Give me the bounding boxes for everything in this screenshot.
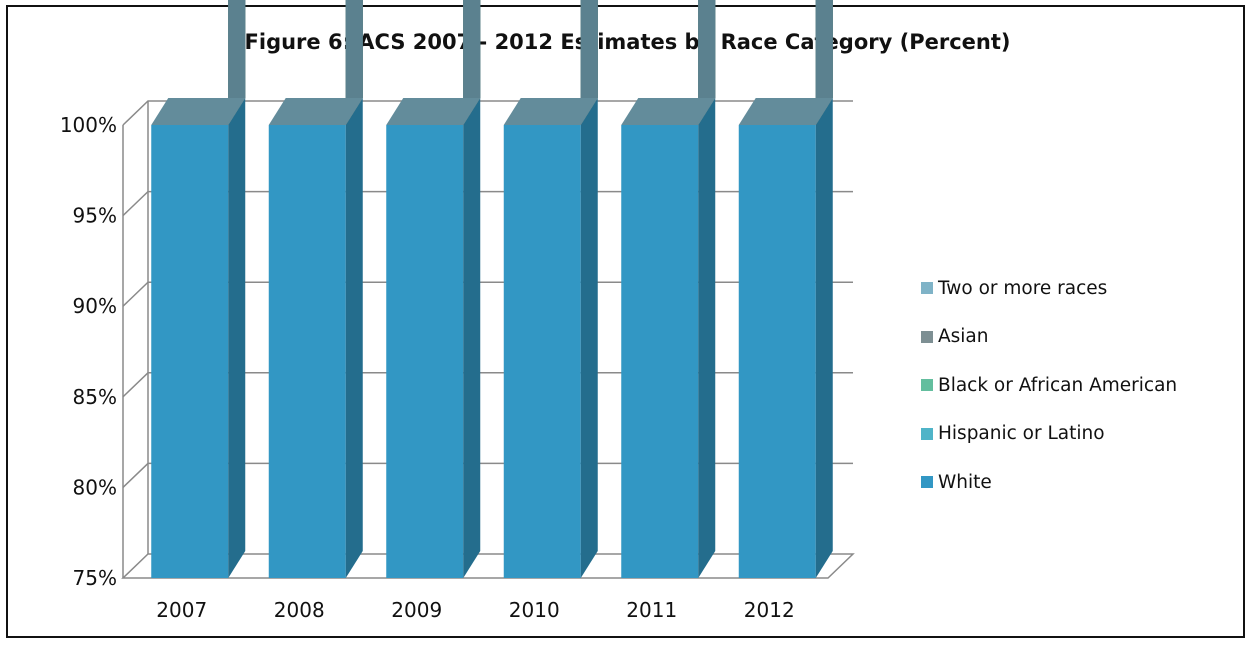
gridline [122, 462, 853, 488]
x-tick-label-2011: 2011 [626, 598, 677, 622]
legend-item-white: White [921, 469, 992, 495]
bar-side-two-or-more-races-2008 [345, 0, 363, 125]
gridline [122, 190, 853, 217]
bar-top-2008 [268, 98, 363, 125]
bar-side-two-or-more-races-2007 [228, 0, 246, 125]
bar-side-white-2011 [698, 98, 716, 578]
bar-stack-2012 [738, 0, 833, 578]
gridline [122, 100, 853, 126]
bar-segment-white-2010 [503, 125, 581, 578]
gridline [122, 372, 853, 398]
y-tick-label: 80% [73, 475, 117, 499]
bar-segment-white-2007 [151, 125, 229, 578]
legend-item-hispanic-or-latino: Hispanic or Latino [921, 421, 1105, 447]
bar-top-2009 [386, 98, 481, 125]
bar-segment-white-2011 [621, 125, 699, 578]
legend-item-asian: Asian [921, 324, 989, 350]
legend-label: Hispanic or Latino [938, 423, 1105, 444]
bar-side-white-2009 [463, 98, 481, 578]
bar-top-2010 [503, 98, 598, 125]
legend-swatch [921, 427, 933, 440]
bar-top-2011 [621, 98, 716, 125]
bar-segment-white-2008 [268, 125, 346, 578]
bar-side-two-or-more-races-2011 [698, 0, 716, 125]
bar-side-white-2007 [228, 98, 246, 578]
bar-segment-white-2012 [738, 125, 816, 578]
bar-side-white-2012 [815, 98, 833, 578]
legend-label: Two or more races [938, 277, 1108, 299]
y-tick-label: 75% [73, 566, 117, 590]
bar-top-2007 [151, 98, 246, 125]
x-tick-label-2009: 2009 [391, 598, 442, 622]
chart-title: Figure 6: ACS 2007 - 2012 Estimates by R… [244, 30, 1011, 54]
y-tick-label: 85% [73, 385, 117, 409]
bar-side-two-or-more-races-2010 [580, 0, 598, 125]
y-tick-label: 90% [73, 294, 117, 318]
bar-side-white-2008 [345, 98, 363, 578]
legend-item-black-or-african-american: Black or African American [921, 372, 1177, 398]
bar-top-2012 [738, 98, 833, 125]
x-tick-label-2008: 2008 [274, 598, 325, 622]
x-tick-label-2010: 2010 [509, 598, 560, 622]
y-tick-label: 95% [73, 204, 117, 228]
legend-swatch [921, 379, 933, 391]
legend-label: White [938, 471, 992, 493]
x-tick-label-2012: 2012 [744, 598, 795, 622]
legend-swatch [921, 282, 933, 294]
legend-label: Black or African American [938, 374, 1178, 396]
bar-side-white-2010 [580, 98, 598, 578]
gridline [122, 281, 853, 307]
bar-stack-2008 [268, 0, 363, 578]
bar-stack-2007 [151, 0, 246, 578]
bar-stack-2009 [386, 0, 481, 578]
legend-swatch [921, 476, 933, 488]
x-tick-label-2007: 2007 [156, 598, 207, 622]
legend-label: Asian [938, 326, 989, 347]
bar-stack-2010 [503, 0, 598, 578]
bar-side-two-or-more-races-2012 [815, 0, 833, 125]
bar-stack-2011 [621, 0, 716, 578]
bar-side-two-or-more-races-2009 [463, 0, 481, 125]
y-tick-label: 100% [60, 113, 117, 137]
legend-item-two-or-more-races: Two or more races [921, 275, 1107, 301]
bar-segment-white-2009 [386, 125, 464, 578]
chart-floor [121, 553, 855, 579]
legend-swatch [921, 330, 933, 343]
